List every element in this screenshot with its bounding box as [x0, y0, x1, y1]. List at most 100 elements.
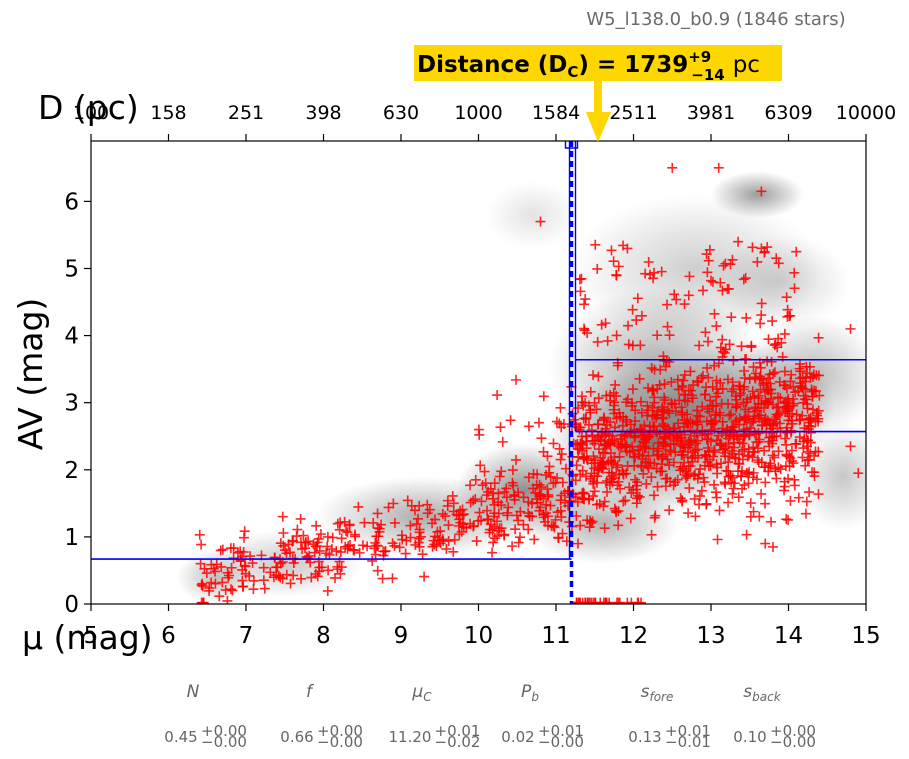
data-point: [548, 438, 559, 449]
data-point: [685, 366, 696, 377]
data-point: [518, 492, 529, 503]
data-point: [708, 400, 719, 411]
data-point: [277, 511, 288, 522]
data-point: [589, 486, 600, 497]
data-point: [671, 294, 682, 305]
data-point: [793, 492, 804, 503]
data-point: [334, 524, 345, 535]
data-point: [705, 460, 716, 471]
data-point: [670, 477, 681, 488]
data-point: [380, 546, 391, 557]
data-point: [582, 515, 593, 526]
data-point: [649, 458, 660, 469]
data-point: [677, 382, 688, 393]
figure-subtitle: W5_l138.0_b0.9 (1846 stars): [586, 9, 845, 30]
data-point: [684, 271, 695, 282]
data-point: [728, 384, 739, 395]
data-point: [632, 477, 643, 488]
data-point: [611, 391, 622, 402]
data-point: [810, 416, 821, 427]
data-point: [705, 275, 716, 286]
data-point: [514, 532, 525, 543]
data-point: [497, 436, 508, 447]
data-point: [533, 417, 544, 428]
data-point: [813, 489, 824, 500]
data-point: [601, 597, 612, 604]
data-point: [683, 468, 694, 479]
param-minus: −0.01: [665, 733, 711, 751]
data-point: [748, 413, 759, 424]
data-point: [733, 492, 744, 503]
data-point: [658, 436, 669, 447]
top-tick-label: 251: [228, 102, 264, 124]
data-point: [448, 546, 459, 557]
data-point: [672, 374, 683, 385]
data-point: [502, 507, 513, 518]
data-point: [487, 493, 498, 504]
param-name: Pb: [521, 682, 539, 704]
data-point: [664, 460, 675, 471]
data-point: [579, 299, 590, 310]
data-point: [441, 544, 452, 555]
data-point: [595, 452, 606, 463]
data-point: [572, 444, 583, 455]
badge-main: Distance (D: [417, 52, 567, 78]
data-point: [649, 392, 660, 403]
param-value: 0.13: [628, 728, 661, 746]
data-point: [684, 435, 695, 446]
data-point: [312, 571, 323, 582]
data-point: [548, 478, 559, 489]
data-point: [740, 273, 751, 284]
data-point: [769, 367, 780, 378]
data-point: [313, 533, 324, 544]
data-point: [771, 253, 782, 264]
param-value: 11.20: [389, 728, 432, 746]
param-value: 0.66: [280, 728, 313, 746]
data-point: [672, 474, 683, 485]
data-point: [713, 162, 724, 173]
data-point: [560, 497, 571, 508]
data-point: [765, 460, 776, 471]
data-point: [682, 452, 693, 463]
data-point: [726, 312, 737, 323]
data-point: [424, 504, 435, 515]
data-point: [803, 420, 814, 431]
data-point: [485, 483, 496, 494]
data-point: [690, 450, 701, 461]
data-point: [723, 433, 734, 444]
data-point: [684, 483, 695, 494]
data-point: [511, 374, 522, 385]
data-point: [592, 263, 603, 274]
data-point: [781, 439, 792, 450]
data-point: [518, 519, 529, 530]
data-point: [789, 283, 800, 294]
param-value: 0.02: [501, 728, 534, 746]
data-point: [702, 267, 713, 278]
data-point: [492, 390, 503, 401]
data-point: [702, 362, 713, 373]
data-point: [550, 477, 561, 488]
data-point: [314, 562, 325, 573]
data-point: [704, 406, 715, 417]
data-point: [580, 294, 591, 305]
data-point: [760, 413, 771, 424]
data-point: [613, 506, 624, 517]
data-point: [483, 514, 494, 525]
data-point: [711, 492, 722, 503]
data-point: [771, 402, 782, 413]
data-point: [592, 336, 603, 347]
y-tick-label: 2: [64, 458, 79, 484]
data-point: [587, 516, 598, 527]
data-point: [780, 380, 791, 391]
data-point: [797, 452, 808, 463]
data-point: [788, 458, 799, 469]
y-tick-label: 3: [64, 391, 79, 417]
data-point: [802, 368, 813, 379]
data-point: [432, 526, 443, 537]
data-point: [640, 457, 651, 468]
data-point: [609, 422, 620, 433]
data-point: [678, 375, 689, 386]
data-point: [195, 558, 206, 569]
data-point: [683, 290, 694, 301]
